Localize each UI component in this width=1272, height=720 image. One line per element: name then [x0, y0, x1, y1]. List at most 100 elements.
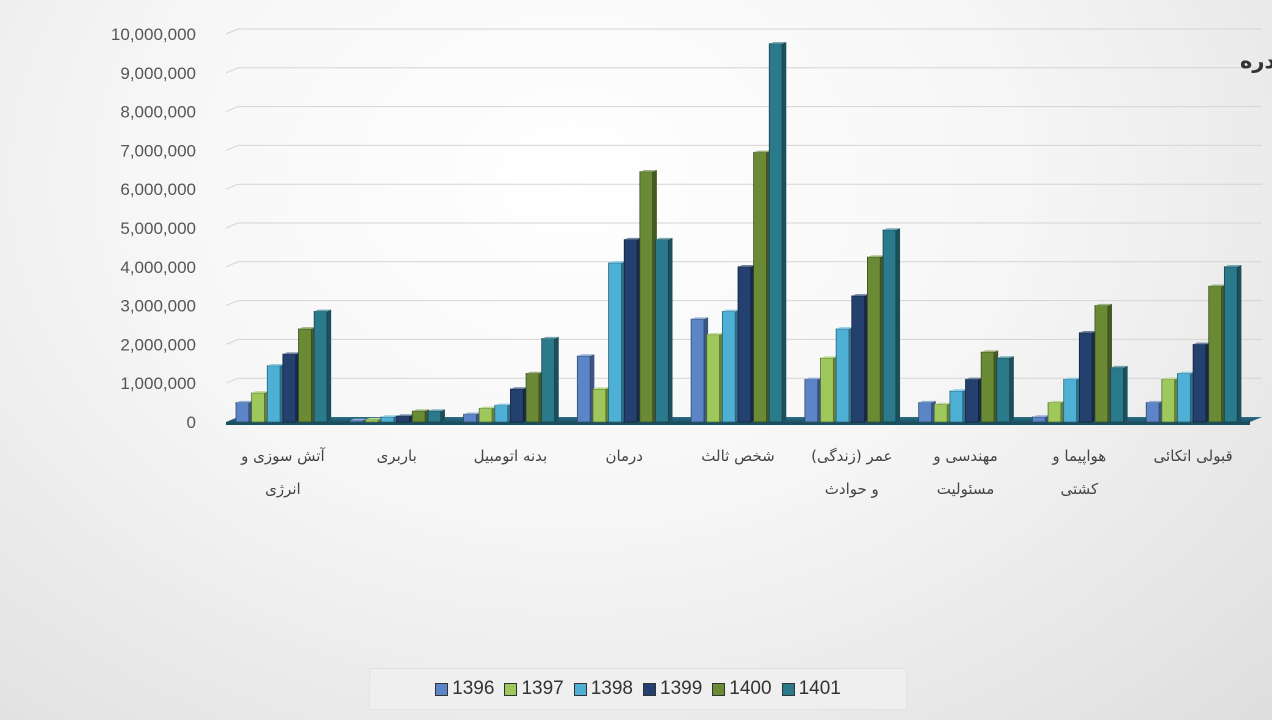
legend-swatch: [504, 682, 518, 696]
category-label: باربری: [377, 447, 417, 465]
category-label: مهندسی و: [932, 447, 997, 465]
bar-top: [1048, 400, 1066, 403]
bar: [510, 387, 528, 423]
x-axis: آتش سوزی و انرژی باربری بدنه اتومبیل درمان شخ…: [240, 447, 1233, 498]
bar-front: [1161, 378, 1176, 423]
bar-top: [851, 294, 869, 296]
category-label: و حوادث: [825, 480, 879, 498]
category-label: انرژی: [265, 480, 301, 498]
bar-front: [266, 365, 281, 423]
bar-top: [381, 415, 399, 417]
gridline-depth: [225, 28, 239, 35]
category-label: هواپیما و: [1051, 447, 1106, 466]
bar-front: [396, 415, 410, 423]
legend-label: 1398: [590, 678, 633, 699]
bar-top: [412, 409, 430, 412]
bar: [1161, 377, 1179, 423]
bar-front: [690, 318, 705, 423]
bar-top: [236, 400, 254, 403]
bar-front: [298, 328, 312, 423]
category-label: مسئولیت: [937, 480, 995, 498]
bar-front: [1223, 266, 1238, 423]
bar: [867, 255, 885, 423]
bar: [1177, 371, 1195, 423]
bar-front: [655, 239, 669, 423]
y-tick-label: 10,000,000: [111, 25, 196, 44]
bar-front: [1208, 285, 1222, 423]
bar-front: [235, 402, 250, 423]
bar-top: [1208, 284, 1226, 287]
bar-top: [753, 150, 771, 153]
bar-front: [996, 357, 1011, 423]
bar: [478, 406, 497, 423]
bar-top: [494, 403, 512, 406]
bar-front: [867, 256, 881, 423]
bar: [918, 400, 936, 423]
legend-swatch: [573, 682, 587, 696]
category-label: آتش سوزی و: [240, 447, 325, 465]
bar-front: [1110, 367, 1124, 423]
bar: [608, 261, 626, 423]
bar-top: [996, 356, 1014, 358]
y-axis: 0 1,000,000 2,000,000 3,000,000 4,000,000 5,0…: [111, 25, 196, 432]
bar-front: [639, 171, 654, 423]
bar: [996, 356, 1014, 423]
bar-front: [349, 420, 363, 423]
bar: [706, 332, 724, 423]
bar: [427, 409, 445, 423]
bar-top: [1193, 342, 1211, 345]
bar-front: [1145, 402, 1160, 423]
bar-front: [608, 262, 622, 423]
bar-top: [691, 317, 709, 320]
bar: [592, 387, 610, 423]
bar-top: [510, 387, 528, 390]
bar-front: [768, 43, 783, 423]
bar-front: [623, 239, 638, 423]
bar: [313, 309, 332, 423]
bar-top: [1063, 377, 1081, 380]
bar-front: [918, 402, 932, 423]
bar-top: [365, 417, 383, 420]
bar: [690, 317, 709, 423]
bar-front: [737, 266, 752, 423]
y-tick-label: 1,000,000: [120, 374, 196, 393]
bar-top: [918, 400, 936, 403]
y-tick-label: 8,000,000: [120, 103, 196, 122]
bar-front: [1032, 416, 1046, 423]
y-tick-label: 4,000,000: [120, 258, 196, 277]
bar-front: [478, 408, 493, 423]
legend-label: 1401: [798, 678, 841, 699]
bar-side: [895, 228, 901, 422]
bar-front: [510, 388, 524, 423]
bar-front: [427, 410, 442, 423]
bar-side: [1123, 365, 1128, 422]
bar-side: [554, 336, 559, 422]
bar: [737, 265, 756, 423]
gridline-depth: [225, 106, 239, 113]
bars: [235, 41, 1242, 423]
bar-front: [494, 404, 509, 423]
bar: [298, 327, 316, 423]
bar-front: [1047, 402, 1062, 423]
legend-swatch: [712, 682, 726, 696]
legend-label: 1396: [452, 678, 495, 699]
bar: [1110, 365, 1128, 423]
gridline-depth: [225, 261, 239, 268]
gridline-depth: [225, 338, 239, 345]
bar: [639, 169, 657, 423]
bar: [525, 371, 544, 423]
y-tick-label: 6,000,000: [120, 180, 196, 199]
legend-item: 1398: [573, 678, 633, 700]
bar: [835, 327, 854, 423]
y-tick-label: 7,000,000: [120, 141, 196, 160]
bar-front: [835, 328, 850, 423]
legend-label: 1399: [660, 678, 703, 699]
bar-side: [782, 41, 787, 422]
bar-front: [1063, 378, 1077, 423]
bar-front: [251, 392, 265, 423]
bar-top: [934, 402, 952, 405]
bar-top: [1224, 265, 1242, 267]
bar-top: [965, 377, 983, 380]
bar: [1063, 377, 1081, 423]
